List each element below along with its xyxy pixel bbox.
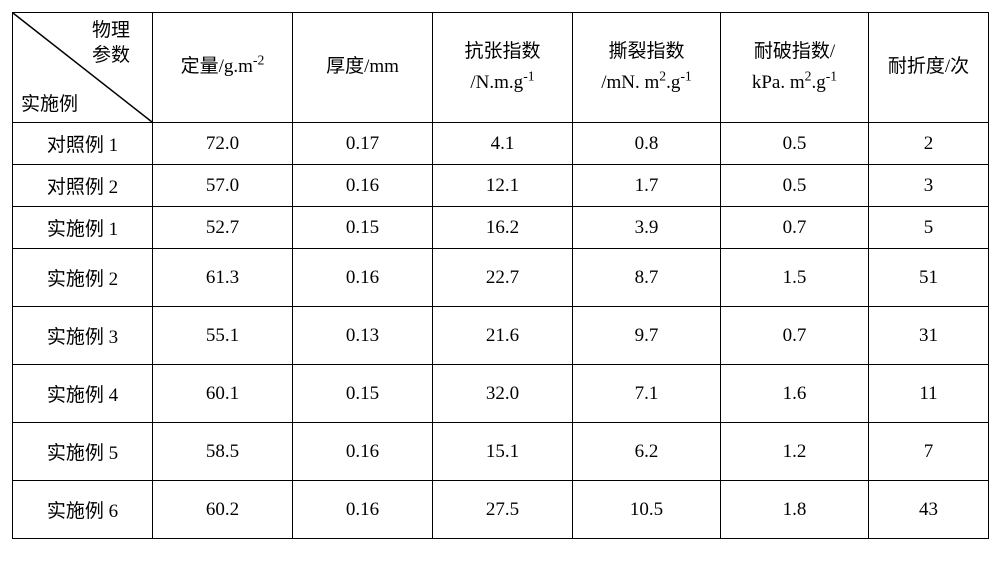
corner-header-cell: 物理 参数 实施例 bbox=[13, 13, 153, 123]
row-label: 实施例 6 bbox=[13, 481, 153, 539]
table-cell: 0.16 bbox=[293, 165, 433, 207]
table-cell: 0.7 bbox=[721, 207, 869, 249]
table-cell: 61.3 bbox=[153, 249, 293, 307]
col-header-thickness: 厚度/mm bbox=[293, 13, 433, 123]
unit-label: /次 bbox=[945, 56, 969, 77]
table-row: 实施例 355.10.1321.69.70.731 bbox=[13, 307, 989, 365]
table-cell: 6.2 bbox=[573, 423, 721, 481]
table-cell: 16.2 bbox=[433, 207, 573, 249]
physical-parameters-table: 物理 参数 实施例 定量/g.m-2 厚度/mm 抗张指数/N.m.g-1 撕裂… bbox=[12, 12, 989, 539]
col-header-tear-index: 撕裂指数/mN. m2.g-1 bbox=[573, 13, 721, 123]
table-cell: 1.5 bbox=[721, 249, 869, 307]
table-cell: 0.15 bbox=[293, 365, 433, 423]
col-header-folding-endurance: 耐折度/次 bbox=[869, 13, 989, 123]
table-cell: 11 bbox=[869, 365, 989, 423]
table-cell: 7 bbox=[869, 423, 989, 481]
data-table-container: 物理 参数 实施例 定量/g.m-2 厚度/mm 抗张指数/N.m.g-1 撕裂… bbox=[12, 12, 988, 539]
row-label: 实施例 2 bbox=[13, 249, 153, 307]
table-cell: 2 bbox=[869, 123, 989, 165]
table-cell: 51 bbox=[869, 249, 989, 307]
corner-top-label: 物理 参数 bbox=[92, 19, 130, 68]
table-row: 实施例 152.70.1516.23.90.75 bbox=[13, 207, 989, 249]
table-cell: 0.17 bbox=[293, 123, 433, 165]
table-cell: 0.5 bbox=[721, 123, 869, 165]
table-cell: 15.1 bbox=[433, 423, 573, 481]
table-cell: 0.16 bbox=[293, 423, 433, 481]
table-cell: 60.2 bbox=[153, 481, 293, 539]
unit-label: /N.m.g-1 bbox=[470, 72, 534, 93]
corner-bottom-label: 实施例 bbox=[21, 89, 78, 116]
table-body: 对照例 172.00.174.10.80.52对照例 257.00.1612.1… bbox=[13, 123, 989, 539]
table-cell: 1.6 bbox=[721, 365, 869, 423]
table-cell: 0.16 bbox=[293, 481, 433, 539]
table-cell: 8.7 bbox=[573, 249, 721, 307]
row-label: 实施例 5 bbox=[13, 423, 153, 481]
unit-label: /mN. m2.g-1 bbox=[601, 72, 692, 93]
row-label: 实施例 1 bbox=[13, 207, 153, 249]
table-cell: 3 bbox=[869, 165, 989, 207]
table-cell: 31 bbox=[869, 307, 989, 365]
table-cell: 5 bbox=[869, 207, 989, 249]
table-cell: 0.7 bbox=[721, 307, 869, 365]
table-header-row: 物理 参数 实施例 定量/g.m-2 厚度/mm 抗张指数/N.m.g-1 撕裂… bbox=[13, 13, 989, 123]
table-cell: 58.5 bbox=[153, 423, 293, 481]
table-cell: 22.7 bbox=[433, 249, 573, 307]
table-cell: 0.15 bbox=[293, 207, 433, 249]
table-cell: 21.6 bbox=[433, 307, 573, 365]
table-cell: 0.16 bbox=[293, 249, 433, 307]
table-row: 实施例 660.20.1627.510.51.843 bbox=[13, 481, 989, 539]
table-row: 实施例 558.50.1615.16.21.27 bbox=[13, 423, 989, 481]
table-cell: 10.5 bbox=[573, 481, 721, 539]
table-cell: 55.1 bbox=[153, 307, 293, 365]
col-header-tensile-index: 抗张指数/N.m.g-1 bbox=[433, 13, 573, 123]
table-cell: 3.9 bbox=[573, 207, 721, 249]
col-header-burst-index: 耐破指数/kPa. m2.g-1 bbox=[721, 13, 869, 123]
row-label: 实施例 3 bbox=[13, 307, 153, 365]
row-label: 对照例 2 bbox=[13, 165, 153, 207]
unit-label: kPa. m2.g-1 bbox=[752, 72, 837, 93]
table-cell: 9.7 bbox=[573, 307, 721, 365]
row-label: 对照例 1 bbox=[13, 123, 153, 165]
table-cell: 0.5 bbox=[721, 165, 869, 207]
table-cell: 0.8 bbox=[573, 123, 721, 165]
table-cell: 52.7 bbox=[153, 207, 293, 249]
table-row: 实施例 460.10.1532.07.11.611 bbox=[13, 365, 989, 423]
col-header-basis-weight: 定量/g.m-2 bbox=[153, 13, 293, 123]
table-cell: 1.7 bbox=[573, 165, 721, 207]
table-cell: 32.0 bbox=[433, 365, 573, 423]
unit-label: /g.m-2 bbox=[219, 56, 265, 77]
table-cell: 12.1 bbox=[433, 165, 573, 207]
table-cell: 57.0 bbox=[153, 165, 293, 207]
table-cell: 72.0 bbox=[153, 123, 293, 165]
table-row: 实施例 261.30.1622.78.71.551 bbox=[13, 249, 989, 307]
table-cell: 7.1 bbox=[573, 365, 721, 423]
table-cell: 60.1 bbox=[153, 365, 293, 423]
table-cell: 0.13 bbox=[293, 307, 433, 365]
table-row: 对照例 257.00.1612.11.70.53 bbox=[13, 165, 989, 207]
table-row: 对照例 172.00.174.10.80.52 bbox=[13, 123, 989, 165]
table-cell: 4.1 bbox=[433, 123, 573, 165]
table-cell: 1.2 bbox=[721, 423, 869, 481]
row-label: 实施例 4 bbox=[13, 365, 153, 423]
table-cell: 43 bbox=[869, 481, 989, 539]
table-cell: 27.5 bbox=[433, 481, 573, 539]
unit-label: /mm bbox=[364, 56, 399, 77]
table-cell: 1.8 bbox=[721, 481, 869, 539]
